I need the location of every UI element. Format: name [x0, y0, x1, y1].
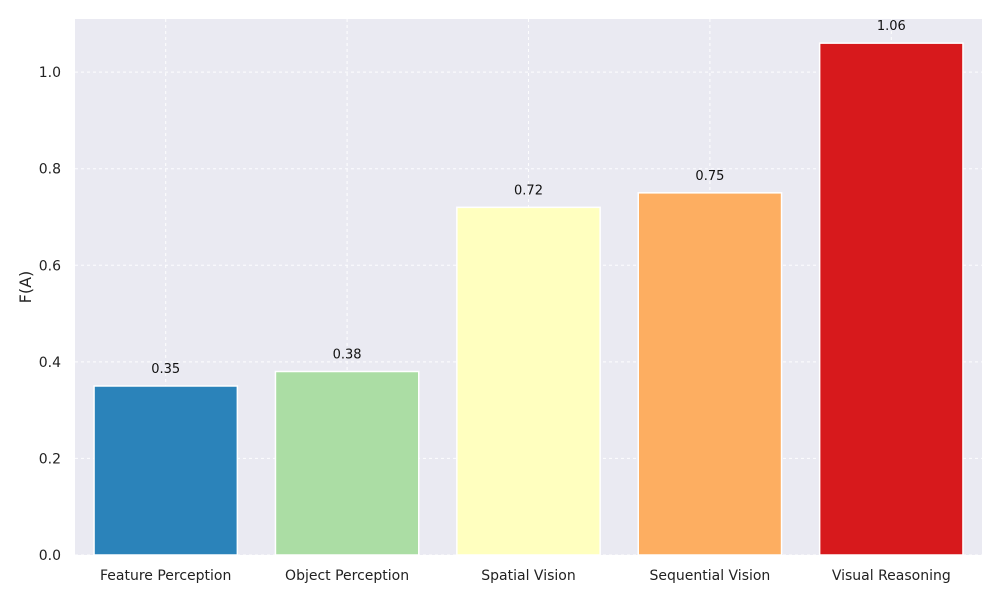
y-axis: 0.0 0.2 0.4 0.6 0.8 1.0	[39, 65, 61, 564]
x-axis: Feature Perception Object Perception Spati…	[100, 568, 951, 584]
data-label-1: 0.38	[333, 348, 362, 363]
y-tick-label-5: 1.0	[39, 65, 61, 81]
bars	[93, 42, 964, 556]
data-label-0: 0.35	[151, 362, 180, 377]
data-labels: 0.35 0.38 0.72 0.75 1.06	[151, 19, 906, 377]
y-tick-label-2: 0.4	[39, 355, 61, 371]
bar-3	[637, 192, 783, 556]
x-tick-label-4: Visual Reasoning	[832, 568, 951, 584]
bar-2	[456, 206, 601, 556]
data-label-2: 0.72	[514, 183, 543, 198]
bar-0	[93, 385, 239, 556]
bar-4	[818, 42, 964, 556]
y-tick-label-4: 0.8	[39, 162, 61, 178]
y-tick-label-0: 0.0	[39, 548, 61, 564]
x-tick-label-3: Sequential Vision	[649, 568, 770, 584]
x-tick-label-2: Spatial Vision	[481, 568, 575, 584]
data-label-3: 0.75	[695, 169, 724, 184]
data-label-4: 1.06	[877, 19, 906, 34]
x-tick-label-0: Feature Perception	[100, 568, 231, 584]
y-tick-label-3: 0.6	[39, 258, 61, 274]
bar-1	[274, 370, 420, 556]
y-tick-label-1: 0.2	[39, 451, 61, 467]
x-tick-label-1: Object Perception	[285, 568, 409, 584]
y-axis-label: F(A)	[16, 271, 35, 304]
